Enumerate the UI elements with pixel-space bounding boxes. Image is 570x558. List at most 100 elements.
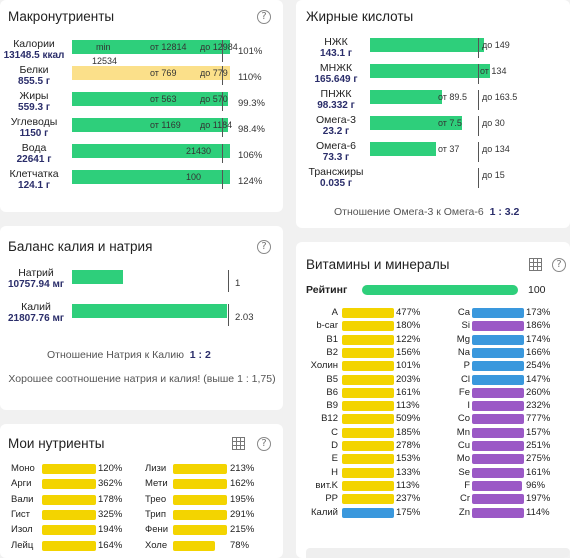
range-from: от 89.5	[438, 92, 467, 102]
potassium-sodium-title: Баланс калия и натрия	[8, 239, 153, 254]
range-from: от 37	[438, 144, 460, 154]
help-icon[interactable]: ?	[257, 437, 271, 451]
vitamin-name: b-car	[316, 320, 338, 332]
range-from: от 12814	[150, 42, 187, 52]
mineral-percent: 174%	[526, 333, 551, 345]
vitamin-bar	[342, 480, 394, 491]
vitamin-bar	[342, 347, 394, 358]
fat-row-0-value: 143.1 г	[320, 48, 352, 59]
macro-bar-track	[72, 92, 230, 106]
macro-row-5-name: Клетчатка	[9, 168, 59, 180]
mineral-bar	[472, 454, 524, 465]
vitamin-bar	[342, 427, 394, 438]
mineral-bar	[472, 374, 524, 385]
fat-bar	[370, 64, 490, 78]
balance-value: 1	[235, 278, 241, 289]
macro-row-2-name: Жиры	[19, 90, 49, 102]
vitamin-percent: 477%	[396, 307, 421, 318]
vitamin-percent: 133%	[396, 466, 421, 478]
my-nutrient-bar	[173, 479, 227, 490]
vitamin-bar	[342, 401, 394, 412]
marker-tick	[222, 66, 223, 85]
fat-bar-track	[370, 168, 490, 182]
macro-row-3-label: Углеводы 1150 г	[0, 117, 74, 140]
vitamin-name: H	[331, 466, 338, 478]
mineral-bar	[472, 507, 524, 518]
my-nutrient-bar	[173, 509, 227, 520]
my-nutrient-percent: 120%	[98, 463, 123, 474]
range-to: до 15	[482, 170, 505, 180]
macro-row-2-value: 559.3 г	[18, 102, 50, 113]
marker-tick	[478, 64, 479, 84]
mineral-name: P	[463, 360, 470, 372]
mineral-name: I	[467, 400, 470, 412]
vitamin-name: Калий	[311, 506, 338, 518]
help-icon[interactable]: ?	[552, 258, 566, 272]
percent: 99.3%	[238, 98, 265, 109]
fat-bar-track	[370, 38, 490, 52]
marker-tick	[478, 116, 479, 136]
target-value: 21430	[186, 146, 212, 156]
my-nutrient-name: Фени	[145, 524, 169, 536]
mineral-percent: 173%	[526, 307, 551, 318]
help-icon[interactable]: ?	[257, 240, 271, 254]
vitamin-percent: 185%	[396, 426, 421, 438]
macro-row-0-name: Калории	[13, 38, 55, 50]
potassium-sodium-card: Баланс калия и натрия ? Натрий 10757.94 м…	[0, 226, 283, 410]
mineral-name: Cl	[461, 373, 470, 385]
range-to: до 149	[482, 40, 510, 50]
mineral-bar	[472, 334, 524, 345]
vitamin-bar	[342, 507, 394, 518]
fat-row-0-label: НЖК 143.1 г	[296, 37, 376, 60]
vitamin-percent: 203%	[396, 373, 421, 385]
sodium-potassium-ratio-label: Отношение Натрия к Калию	[47, 349, 184, 361]
my-nutrient-bar	[42, 509, 96, 520]
mineral-percent: 161%	[526, 466, 551, 478]
fat-row-3-name: Омега-3	[315, 114, 356, 126]
balance-row-1-label: Калий 21807.76 мг	[0, 302, 76, 325]
mineral-name: Mg	[456, 333, 470, 345]
vitamin-percent: 509%	[396, 413, 421, 425]
marker-tick	[222, 40, 223, 62]
my-nutrient-bar	[42, 540, 96, 551]
macro-bar	[72, 92, 228, 106]
my-nutrient-percent: 215%	[230, 524, 255, 536]
mineral-percent: 114%	[526, 506, 550, 518]
range-to: до 570	[200, 94, 228, 104]
my-nutrient-bar	[42, 494, 96, 505]
vitamin-percent: 113%	[396, 400, 420, 412]
my-nutrient-name: Холе	[145, 539, 168, 551]
my-nutrient-bar	[173, 525, 227, 536]
macro-bar	[72, 66, 230, 80]
table-icon[interactable]	[232, 437, 245, 450]
vitamins-footer-strip	[306, 548, 570, 558]
macro-row-1-name: Белки	[19, 64, 49, 76]
omega-ratio-label: Отношение Омега-3 к Омега-6	[334, 206, 484, 218]
mineral-bar	[472, 361, 524, 372]
marker-tick	[222, 92, 223, 111]
rating-track	[362, 285, 518, 295]
my-nutrient-percent: 78%	[230, 539, 250, 551]
mineral-bar	[472, 414, 524, 425]
rating-value: 100	[528, 284, 546, 296]
vitamin-bar	[342, 467, 394, 478]
fat-bar	[370, 38, 484, 52]
my-nutrient-name: Лейц	[11, 539, 34, 551]
vitamin-percent: 156%	[396, 346, 421, 358]
vitamin-name: PP	[325, 493, 338, 505]
vitamin-percent: 161%	[396, 386, 421, 398]
mineral-percent: 186%	[526, 320, 551, 332]
fat-row-2-value: 98.332 г	[317, 100, 355, 111]
table-icon[interactable]	[529, 258, 542, 271]
fat-bar-track	[370, 64, 490, 78]
vitamin-bar	[342, 374, 394, 385]
mineral-bar	[472, 387, 524, 398]
mineral-name: Si	[461, 320, 470, 332]
macro-row-0-value: 13148.5 ккал	[3, 50, 65, 61]
help-icon[interactable]: ?	[257, 10, 271, 24]
fat-bar	[370, 90, 442, 104]
vitamin-name: B12	[321, 413, 338, 425]
my-nutrient-percent: 194%	[98, 524, 123, 536]
vitamin-bar	[342, 361, 394, 372]
balance-row-0-label: Натрий 10757.94 мг	[0, 268, 76, 291]
